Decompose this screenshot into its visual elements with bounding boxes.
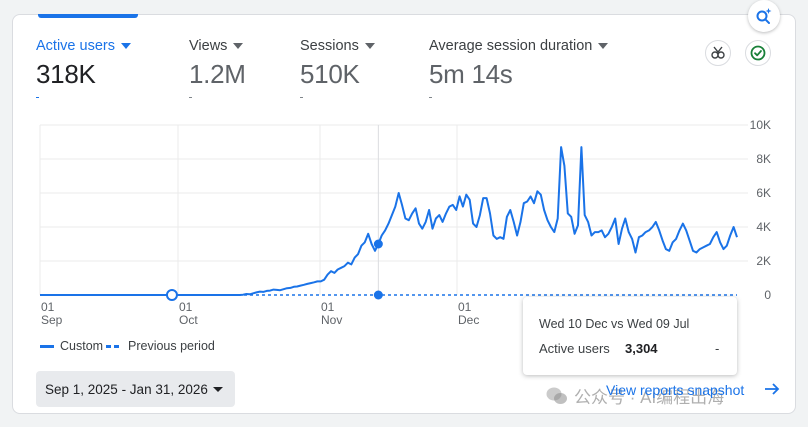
x-tick-month: Sep: [41, 313, 63, 327]
tooltip-value: 3,304: [625, 341, 658, 356]
date-range-label: Sep 1, 2025 - Jan 31, 2026: [45, 381, 208, 397]
tooltip-previous: -: [715, 341, 720, 356]
solid-line-swatch: [40, 344, 54, 348]
search-sparkle-icon: [756, 8, 772, 24]
series-line-custom: [40, 146, 738, 296]
check-circle-icon: [750, 45, 766, 61]
chevron-down-icon: [364, 43, 375, 49]
chart-grid: [39, 124, 748, 295]
hover-point-previous: [373, 290, 383, 300]
tooltip-metric: Active users: [539, 341, 610, 356]
y-tick-label: 8K: [756, 152, 771, 166]
metric-views[interactable]: Views 1.2M: [189, 38, 246, 98]
x-tick-month: Nov: [321, 313, 342, 327]
y-tick-label: 0: [764, 288, 771, 302]
compare-icon: [711, 46, 725, 59]
hover-point-custom: [373, 239, 383, 249]
x-tick-day: 01: [179, 300, 193, 314]
x-tick-day: 01: [321, 300, 335, 314]
chevron-down-icon: [598, 43, 609, 49]
chart-series: [40, 125, 738, 301]
metric-sessions[interactable]: Sessions 510K: [300, 38, 375, 98]
metric-value: 510K: [300, 59, 360, 89]
metric-label: Views: [189, 38, 228, 54]
view-reports-snapshot-link[interactable]: View reports snapshot: [606, 382, 745, 398]
metric-value: 1.2M: [189, 59, 246, 89]
tab-indicator: [38, 14, 138, 18]
date-range-picker[interactable]: Sep 1, 2025 - Jan 31, 2026: [36, 371, 235, 407]
metric-active-users[interactable]: Active users 318K: [36, 38, 131, 98]
watermark-text: 公众号 · AI编程出海: [574, 388, 725, 407]
legend-custom: Custom: [40, 339, 103, 353]
chart-tooltip: Wed 10 Dec vs Wed 09 Jul Active users 3,…: [523, 297, 737, 375]
watermark: 公众号 · AI编程出海: [546, 383, 724, 408]
sparkline-marker: [36, 97, 39, 98]
legend-label: Custom: [60, 339, 104, 353]
x-tick-day: 01: [458, 300, 472, 314]
metric-value: 318K: [36, 59, 96, 89]
metric-label: Active users: [36, 38, 115, 54]
metric-label: Average session duration: [429, 38, 593, 54]
chevron-down-icon: [120, 43, 131, 49]
data-marker: [165, 289, 178, 301]
insights-button[interactable]: [748, 0, 780, 32]
y-tick-label: 6K: [756, 186, 771, 200]
metric-label: Sessions: [300, 38, 359, 54]
verified-button[interactable]: [745, 40, 771, 66]
x-tick-month: Oct: [179, 313, 198, 327]
legend-previous: Previous period: [106, 339, 215, 353]
x-tick-day: 01: [41, 300, 55, 314]
compare-button[interactable]: [705, 40, 731, 66]
y-tick-label: 4K: [756, 220, 771, 234]
y-axis-ticks: 10K 8K 6K 4K 2K 0: [750, 118, 772, 302]
arrow-right-icon[interactable]: [764, 381, 780, 397]
chevron-down-icon: [233, 43, 244, 49]
legend-label: Previous period: [128, 339, 215, 353]
y-tick-label: 2K: [756, 254, 771, 268]
dashed-line-swatch: [106, 344, 122, 348]
sparkline-marker: [429, 97, 432, 98]
wechat-icon: [546, 387, 567, 404]
x-tick-month: Dec: [458, 313, 479, 327]
chevron-down-icon: [213, 387, 223, 392]
metric-avg-session-duration[interactable]: Average session duration 5m 14s: [429, 38, 609, 98]
tooltip-title: Wed 10 Dec vs Wed 09 Jul: [539, 317, 690, 331]
sparkline-marker: [189, 97, 192, 98]
y-tick-label: 10K: [750, 118, 771, 132]
metric-value: 5m 14s: [429, 59, 513, 89]
sparkline-marker: [300, 97, 303, 98]
